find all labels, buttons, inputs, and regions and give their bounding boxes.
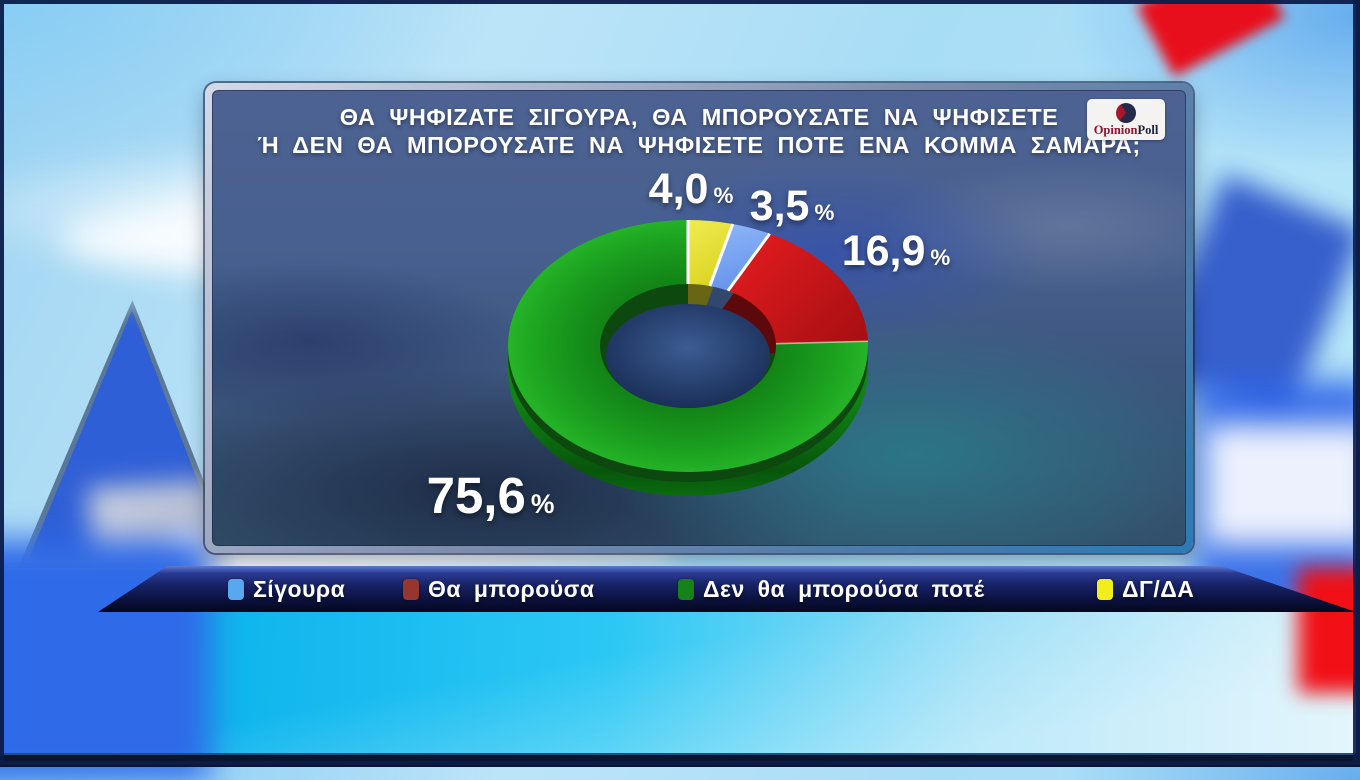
background-white-streak-right [1205,425,1360,545]
legend-item-sigoura: Σίγουρα [228,573,345,605]
opinionpoll-logo-text: OpinionPoll [1093,123,1159,137]
background-cyan-band [0,606,1360,756]
slice-label-tha-mporousa: 16,9% [841,227,951,275]
background-red-shape-right-edge [1298,568,1360,693]
legend-swatch-red [403,578,419,600]
poll-question-line2: Ή ΔΕΝ ΘΑ ΜΠΟΡΟΥΣΑΤΕ ΝΑ ΨΗΦΙΣΕΤΕ ΠΟΤΕ ΕΝΑ… [257,132,1141,158]
background-bottom-strip [0,753,1360,767]
pie-chart-icon [1116,103,1136,123]
legend-item-tha-mporousa: Θα μπορούσα [403,573,595,605]
slice-label-sigoura: 3,5% [749,182,835,230]
opinionpoll-logo: OpinionPoll [1087,99,1165,140]
slice-label-den-tha-mporousa: 75,6% [426,467,555,524]
poll-question: ΘΑ ΨΗΦΙΖΑΤΕ ΣΙΓΟΥΡΑ, ΘΑ ΜΠΟΡΟΥΣΑΤΕ ΝΑ ΨΗ… [225,103,1173,159]
legend-bar: Σίγουρα Θα μπορούσα Δεν θα μπορούσα ποτέ… [98,566,1356,612]
legend-swatch-blue [228,578,244,600]
poll-question-line1: ΘΑ ΨΗΦΙΖΑΤΕ ΣΙΓΟΥΡΑ, ΘΑ ΜΠΟΡΟΥΣΑΤΕ ΝΑ ΨΗ… [339,104,1059,130]
legend-swatch-green [678,578,694,600]
background-red-shape-top-right [1136,0,1285,77]
legend-item-dgda: ΔΓ/ΔΑ [1097,573,1194,605]
slice-label-dgda: 4,0% [648,165,734,213]
legend-swatch-yellow [1097,578,1113,600]
legend-item-den-tha-mporousa: Δεν θα μπορούσα ποτέ [678,573,985,605]
